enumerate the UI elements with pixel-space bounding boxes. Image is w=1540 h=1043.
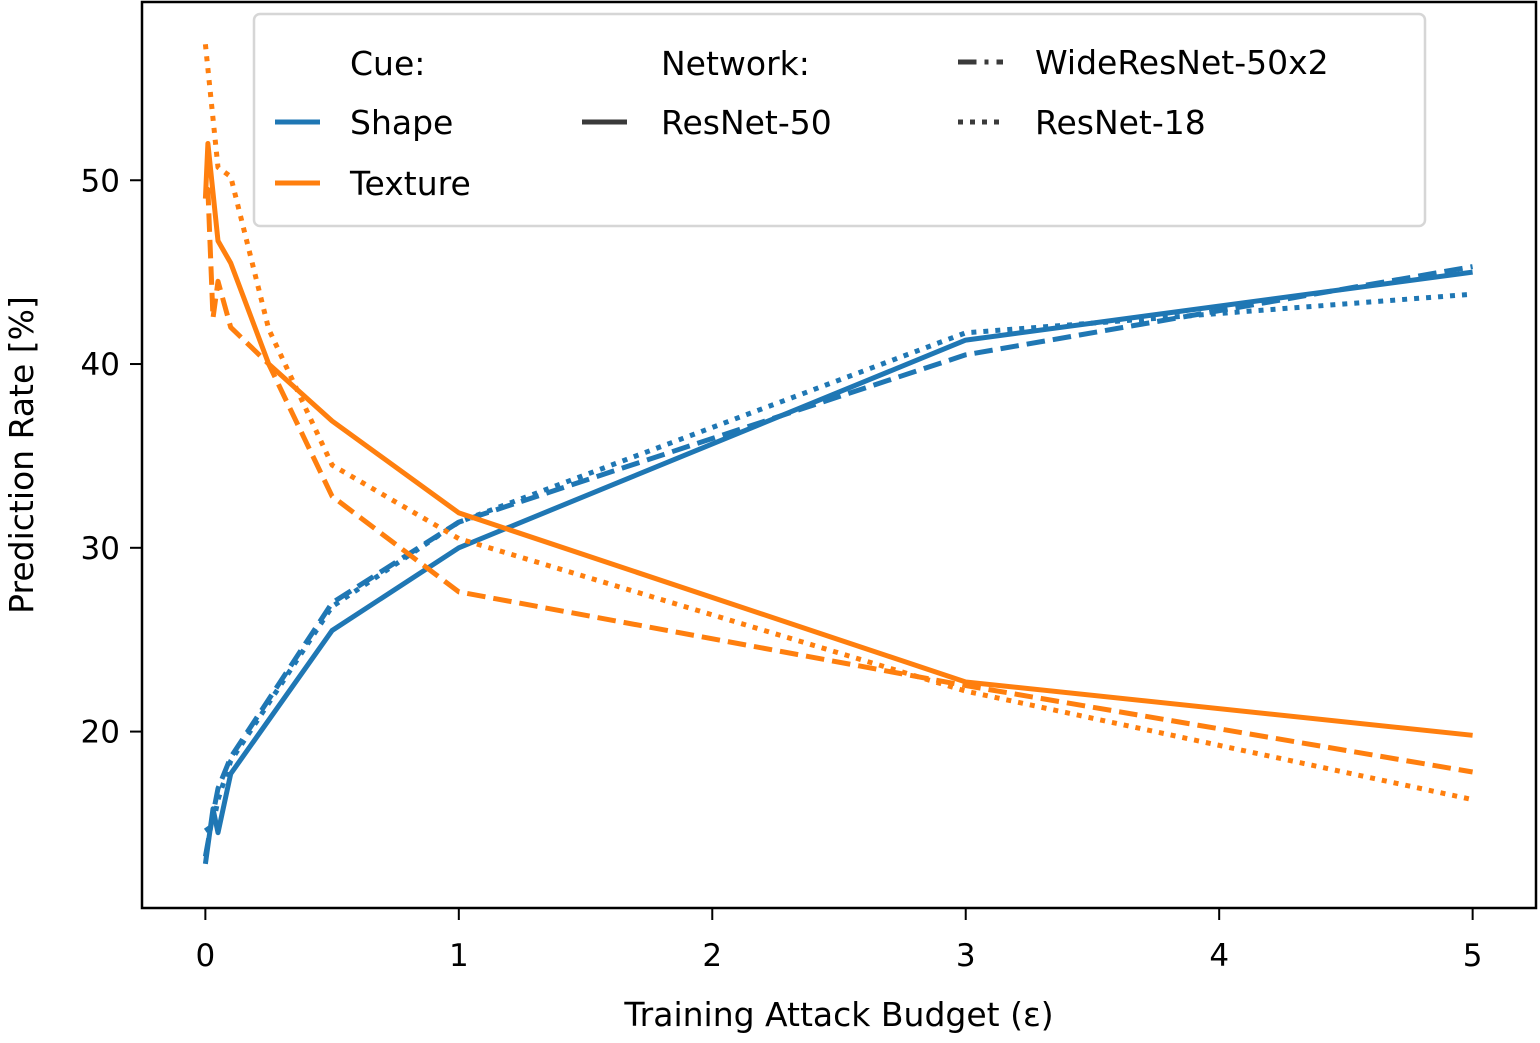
x-tick-label: 2: [702, 938, 722, 974]
y-tick-label: 50: [81, 163, 120, 199]
y-tick-label: 40: [81, 347, 120, 383]
legend-resnet50-label: ResNet-50: [661, 103, 832, 142]
y-tick-label: 30: [81, 531, 120, 567]
x-tick-label: 0: [195, 938, 215, 974]
y-tick-label: 20: [81, 715, 120, 751]
series-line-texture-resnet-18: [202, 44, 1474, 803]
x-tick-label: 1: [449, 938, 469, 974]
legend-frame: [252, 12, 1427, 228]
legend: Cue: Shape Texture Network: ResNet-50 Wi…: [252, 12, 1427, 228]
x-tick-label: 3: [956, 938, 976, 974]
x-axis-label: Training Attack Budget (ε): [623, 995, 1053, 1034]
legend-cue-title: Cue:: [350, 44, 425, 83]
y-axis-label: Prediction Rate [%]: [2, 296, 41, 614]
x-tick-label: 4: [1209, 938, 1229, 974]
axes-frame: [140, 0, 1538, 910]
x-axis: 0 1 2 3 4 5: [195, 908, 1483, 974]
legend-network-title: Network:: [661, 44, 810, 83]
legend-wideresnet-label: WideResNet-50x2: [1035, 43, 1329, 82]
legend-shape-label: Shape: [350, 103, 453, 142]
legend-resnet18-label: ResNet-18: [1035, 103, 1206, 142]
series-line-shape-resnet-18: [203, 291, 1473, 833]
series-layer: [202, 44, 1474, 865]
y-axis: 20 30 40 50: [81, 163, 142, 751]
series-line-texture-wideresnet-50x2: [205, 186, 1474, 775]
x-tick-label: 5: [1463, 938, 1483, 974]
legend-texture-label: Texture: [349, 164, 471, 203]
